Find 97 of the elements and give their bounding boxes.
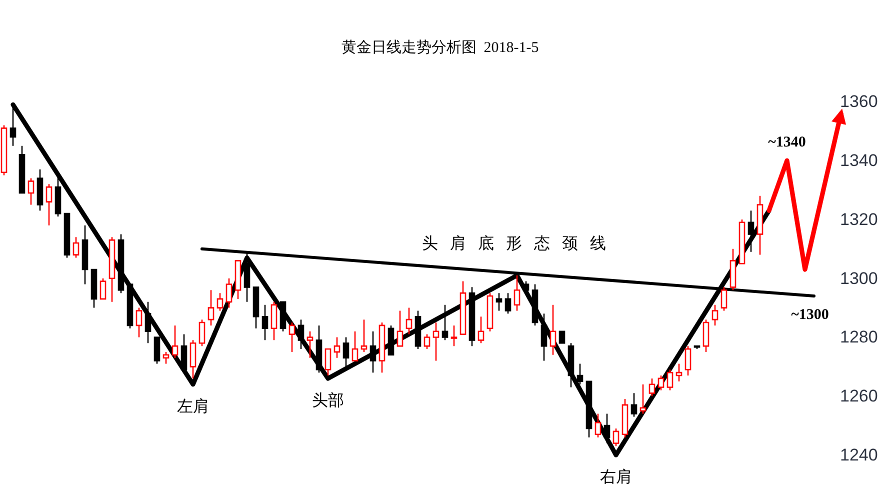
data-label: 左肩 (177, 396, 209, 415)
y-tick-label: 1360 (840, 92, 878, 112)
candlestick (144, 301, 152, 344)
candlestick (126, 284, 134, 330)
candlestick (550, 304, 556, 356)
candlestick (54, 174, 62, 218)
candlestick (28, 178, 34, 206)
candlestick (180, 334, 188, 370)
y-tick-label: 1280 (840, 328, 878, 347)
candlestick (478, 316, 484, 344)
data-label: 头部 (312, 390, 344, 409)
candlestick (576, 363, 584, 385)
candlestick (388, 324, 394, 356)
candlestick (738, 218, 746, 264)
candlestick (486, 292, 494, 332)
candlestick (316, 324, 322, 374)
candlestick (450, 324, 458, 347)
candlestick (136, 307, 142, 338)
data-label: ~1340 (768, 134, 806, 151)
candlestick (270, 301, 278, 341)
candlestick (676, 363, 682, 382)
candlestick (712, 304, 718, 326)
candlestick (568, 342, 574, 388)
candlestick (36, 168, 44, 212)
y-tick-label: 1320 (840, 210, 878, 229)
candlestick (208, 289, 214, 326)
chart-title: 黄金日线走势分析图 2018-1-5 (341, 39, 539, 56)
candlestick (324, 348, 332, 376)
candlestick (108, 236, 116, 303)
candlestick (306, 330, 314, 358)
candlestick (64, 212, 70, 258)
candlestick (234, 260, 242, 300)
candlestick (424, 334, 430, 350)
candlestick (100, 278, 106, 300)
candlestick (694, 345, 700, 350)
candlestick (396, 310, 404, 347)
candlestick (622, 398, 628, 438)
candlestick (720, 286, 728, 312)
candlestick (46, 183, 52, 226)
candlestick (72, 236, 80, 258)
y-tick-label: 1240 (840, 446, 878, 464)
y-tick-label: 1300 (840, 268, 878, 288)
candlestick (558, 330, 566, 344)
candlestick (342, 336, 350, 368)
candlestick (640, 384, 646, 414)
candlestick (586, 380, 592, 438)
candlestick (460, 280, 466, 335)
candlestick (198, 318, 206, 347)
annotation: ~1300 (791, 307, 829, 324)
candlestick (370, 330, 376, 374)
candlestick (288, 322, 296, 353)
candlestick (154, 336, 160, 364)
candlestick (172, 324, 178, 358)
candlestick (496, 292, 502, 312)
candlestick (190, 340, 196, 380)
candlestick (162, 351, 170, 364)
candlestick (684, 345, 692, 376)
y-tick-label: 1340 (840, 151, 878, 170)
candlestick (730, 248, 736, 291)
candlestick (604, 413, 610, 444)
candlestick (406, 307, 412, 335)
candlestick (82, 224, 88, 285)
candlestick (252, 286, 260, 330)
candlestick (612, 428, 620, 447)
y-tick-label: 1260 (840, 386, 878, 406)
candlestick (666, 368, 674, 391)
candlestick (532, 284, 538, 326)
candlestick (378, 322, 386, 374)
candlestick (702, 318, 710, 353)
candlestick (216, 292, 224, 312)
candlestick (226, 278, 232, 308)
candlestick (630, 392, 638, 418)
candlestick (514, 274, 520, 312)
candlestick (352, 330, 358, 362)
candlestick (756, 195, 764, 256)
candlestick (360, 318, 368, 353)
candlestick (594, 413, 602, 438)
candlestick (540, 313, 548, 362)
candlestick (90, 268, 98, 308)
candlestick (468, 286, 476, 347)
candlestick (648, 378, 656, 397)
candlestick (442, 304, 448, 341)
candlestick (504, 292, 512, 314)
candlestick (262, 304, 268, 341)
candlestick (118, 234, 124, 294)
candlestick (0, 124, 8, 176)
candlestick (334, 336, 340, 358)
candlestick (522, 280, 530, 294)
candlestick (748, 210, 754, 253)
candlestick (414, 310, 422, 350)
candlestick (18, 145, 26, 194)
candlestick (298, 318, 304, 350)
candlestick (658, 374, 664, 391)
series-label: 头肩底形态颈线 (422, 234, 618, 252)
candlestick (432, 322, 440, 362)
data-label: 右肩 (600, 468, 632, 486)
candlestick (280, 301, 286, 332)
